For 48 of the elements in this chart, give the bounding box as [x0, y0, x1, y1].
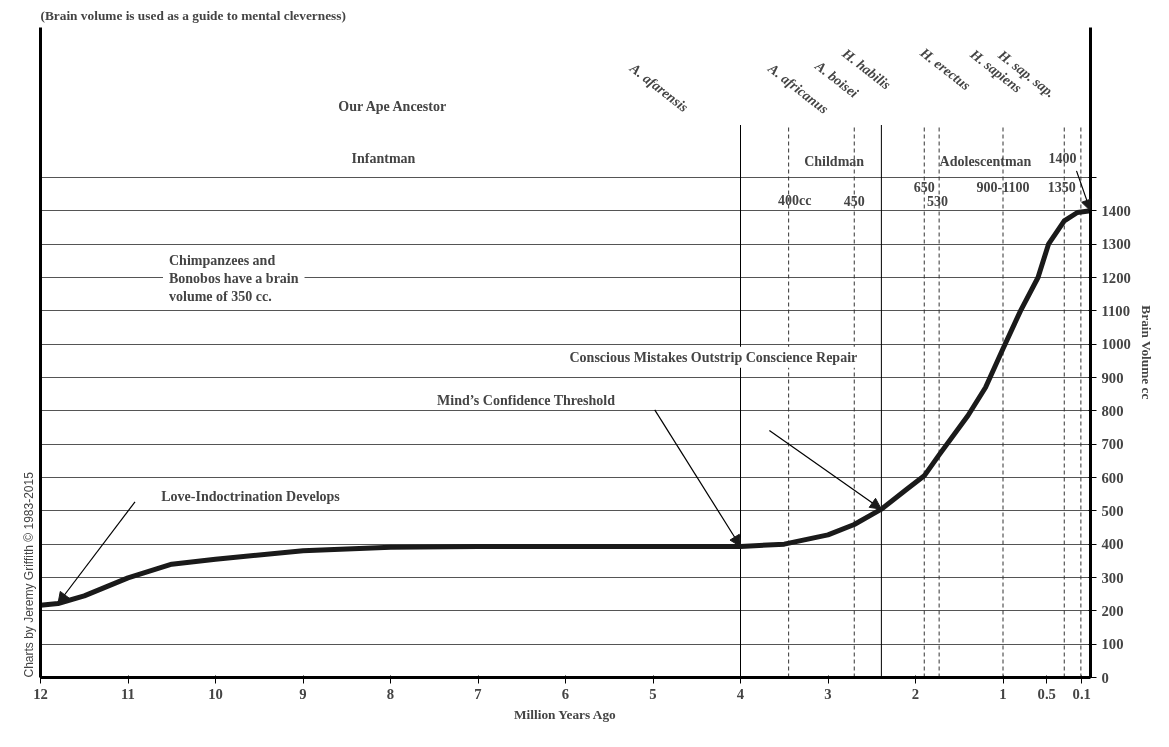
- y-tick-label: 200: [1101, 602, 1124, 619]
- annotation: 450: [843, 193, 865, 209]
- x-tick-label: 9: [299, 685, 307, 702]
- x-tick-label: 6: [561, 685, 570, 702]
- y-axis-title: Brain Volume cc: [1138, 305, 1154, 400]
- x-tick-label: 0.5: [1037, 685, 1056, 702]
- x-tick-label: 1: [999, 685, 1007, 702]
- x-tick-label: 0.1: [1072, 685, 1091, 702]
- annotation: Our Ape Ancestor: [338, 99, 447, 114]
- annotation: Conscious Mistakes Outstrip Conscience Repair: [569, 349, 858, 365]
- annotation: 1350: [1047, 179, 1076, 195]
- x-tick-label: 2: [911, 685, 920, 702]
- x-tick-label: 10: [208, 685, 223, 702]
- y-tick-label: 500: [1101, 502, 1124, 519]
- text: Charts by Jeremy Griffith © 1983-2015: [21, 471, 36, 678]
- y-tick-label: 1000: [1101, 336, 1131, 353]
- y-tick-label: 1400: [1101, 202, 1131, 219]
- chart-subtitle: (Brain volume is used as a guide to mental cleverness): [40, 7, 346, 23]
- x-tick-label: 8: [386, 685, 395, 702]
- annotation: Mind’s Confidence Threshold: [437, 393, 616, 408]
- annotation: 530: [926, 193, 948, 209]
- x-tick-label: 7: [474, 685, 482, 702]
- y-tick-label: 1100: [1101, 302, 1131, 319]
- annotation: Love-Indoctrination Develops: [161, 488, 341, 504]
- annotation: 900-1100: [976, 179, 1030, 195]
- annotation: Chimpanzees and Bonobos have a brain volume of 350 cc.: [169, 253, 299, 304]
- y-tick-label: 100: [1101, 636, 1124, 653]
- y-tick-label: 300: [1101, 569, 1124, 586]
- annotation: 400cc: [778, 193, 812, 208]
- y-tick-label: 800: [1101, 402, 1124, 419]
- annotation: Infantman: [351, 150, 416, 166]
- x-tick-label: 4: [736, 685, 745, 702]
- x-axis-title: Million Years Ago: [514, 706, 617, 722]
- annotation: Childman: [804, 153, 865, 169]
- annotation: Adolescentman: [939, 153, 1032, 169]
- y-tick-label: 600: [1101, 469, 1124, 486]
- x-tick-label: 11: [121, 685, 135, 702]
- x-tick-label: 12: [33, 685, 48, 702]
- y-tick-label: 900: [1101, 369, 1124, 386]
- y-tick-label: 1300: [1101, 236, 1131, 253]
- y-tick-label: 400: [1101, 536, 1124, 553]
- x-tick-label: 3: [824, 685, 832, 702]
- y-tick-label: 1200: [1101, 269, 1131, 286]
- y-tick-label: 0: [1101, 669, 1109, 686]
- x-tick-label: 5: [649, 685, 657, 702]
- annotation: 1400: [1048, 150, 1077, 166]
- y-tick-label: 700: [1101, 436, 1124, 453]
- annotation: 650: [913, 179, 935, 195]
